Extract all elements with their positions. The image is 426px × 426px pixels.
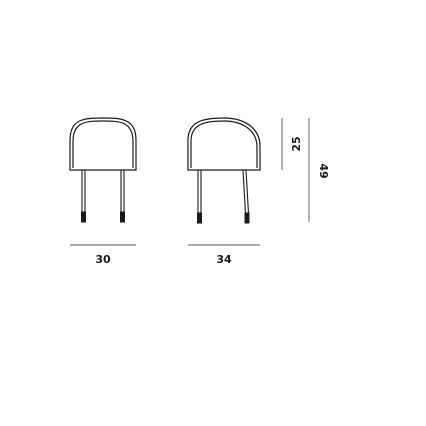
front-view-seat-inner xyxy=(72,120,134,168)
seat-height-label: 25 xyxy=(290,136,303,151)
front-view-foot-right xyxy=(120,211,125,223)
side-view-foot-front xyxy=(197,212,202,224)
side-view-seat-inner xyxy=(190,120,258,168)
front-view xyxy=(69,117,137,246)
front-width-label: 30 xyxy=(95,253,111,266)
side-view xyxy=(187,117,261,246)
front-view-foot-left xyxy=(81,211,86,223)
front-view-seat xyxy=(69,117,137,171)
side-depth-label: 34 xyxy=(216,253,232,266)
side-view-seat xyxy=(187,117,261,171)
side-view-foot-back xyxy=(244,212,250,224)
total-height-label: 49 xyxy=(317,163,330,178)
